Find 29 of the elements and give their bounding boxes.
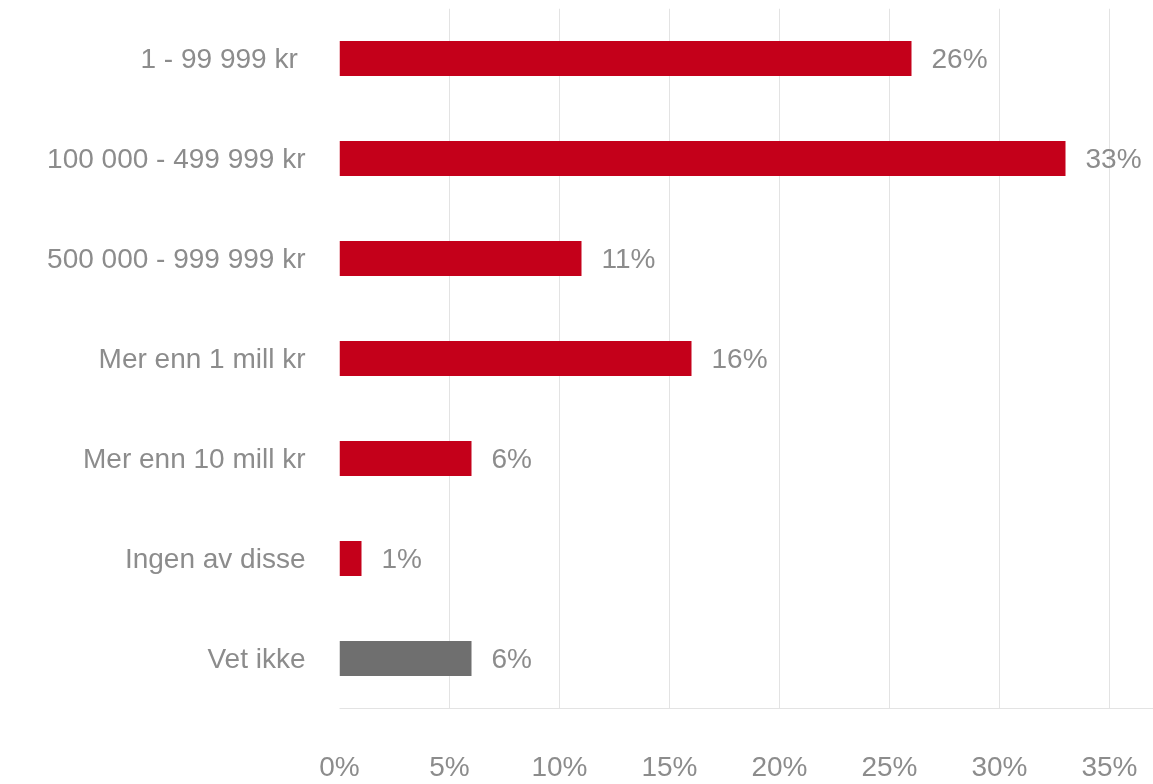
data-label: 26% [931, 43, 988, 74]
bar [339, 441, 472, 476]
y-tick-label: Ingen av disse [124, 543, 306, 574]
data-label: 16% [711, 343, 768, 374]
y-tick-label: 500 000 - 999 999 kr [47, 243, 306, 274]
y-tick-label: 1 - 99 999 kr [140, 43, 298, 74]
x-tick-label: 15% [641, 750, 698, 782]
data-label: 1% [381, 543, 422, 574]
x-tick-label: 25% [861, 750, 918, 782]
x-tick-label: 20% [751, 750, 808, 782]
bar [339, 341, 692, 376]
data-label: 33% [1085, 143, 1142, 174]
y-tick-label: Mer enn 1 mill kr [98, 343, 306, 374]
bar [339, 41, 912, 76]
x-tick-label: 35% [1081, 750, 1138, 782]
y-tick-label: 100 000 - 499 999 kr [47, 143, 306, 174]
data-label: 11% [601, 243, 656, 274]
y-tick-label: Mer enn 10 mill kr [82, 443, 306, 474]
data-label: 6% [491, 443, 532, 474]
x-tick-label: 0% [319, 750, 360, 782]
bar [339, 241, 582, 276]
x-tick-label: 30% [971, 750, 1028, 782]
x-tick-label: 5% [429, 750, 470, 782]
data-label: 6% [491, 643, 532, 674]
x-tick-label: 10% [531, 750, 588, 782]
bar [339, 641, 472, 676]
bar [339, 541, 362, 576]
bar [339, 141, 1066, 176]
y-tick-label: Vet ikke [207, 643, 306, 674]
